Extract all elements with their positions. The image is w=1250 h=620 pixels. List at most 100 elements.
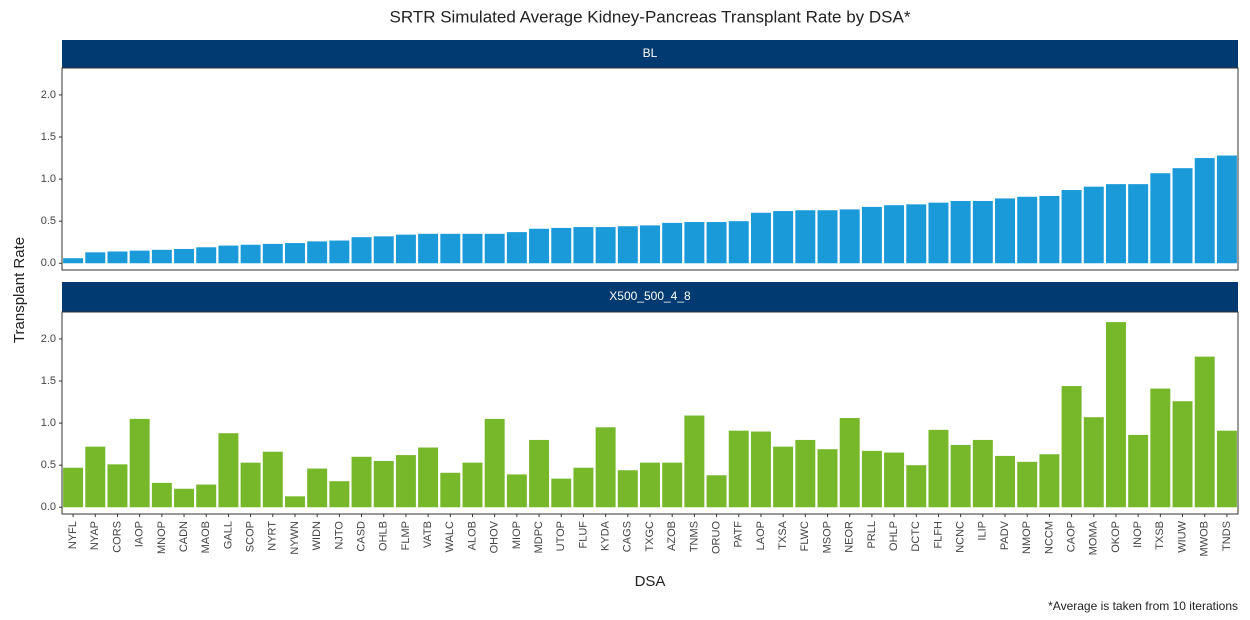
bar bbox=[484, 233, 505, 264]
bar bbox=[817, 449, 838, 508]
bar bbox=[839, 418, 860, 508]
x-tick-label: MDPC bbox=[533, 521, 545, 553]
bar bbox=[551, 478, 572, 508]
x-tick-label: PADV bbox=[999, 520, 1011, 550]
x-tick-label: ALOB bbox=[466, 521, 478, 550]
bar bbox=[218, 245, 239, 264]
bar bbox=[1061, 386, 1082, 508]
y-tick-label: 0.0 bbox=[41, 501, 56, 513]
bar bbox=[63, 467, 84, 508]
bar bbox=[85, 446, 106, 508]
strip bbox=[62, 282, 1238, 312]
bar bbox=[595, 227, 616, 264]
bar bbox=[1083, 186, 1104, 264]
strip bbox=[62, 40, 1238, 68]
bar bbox=[1105, 322, 1126, 508]
x-tick-label: GALL bbox=[222, 521, 234, 549]
x-tick-label: MAOB bbox=[200, 521, 212, 553]
bar bbox=[1216, 155, 1237, 264]
bar bbox=[950, 200, 971, 264]
strip-label: BL bbox=[643, 46, 658, 60]
y-tick-label: 0.5 bbox=[41, 459, 56, 471]
x-tick-label: DCTC bbox=[910, 521, 922, 552]
x-tick-label: CADN bbox=[178, 521, 190, 552]
bar bbox=[884, 452, 905, 508]
bar bbox=[107, 251, 128, 264]
x-tick-label: CAGS bbox=[622, 521, 634, 552]
bar bbox=[1128, 184, 1149, 264]
bar bbox=[950, 444, 971, 508]
bar bbox=[928, 202, 949, 264]
x-tick-label: MSOP bbox=[821, 521, 833, 553]
bar bbox=[174, 488, 195, 508]
bar bbox=[440, 233, 461, 264]
x-tick-label: TXGC bbox=[644, 521, 656, 552]
bar bbox=[906, 204, 927, 264]
y-tick-label: 1.0 bbox=[41, 417, 56, 429]
bar bbox=[573, 467, 594, 508]
x-tick-label: NMOP bbox=[1021, 521, 1033, 554]
x-tick-label: IAOP bbox=[134, 521, 146, 547]
footnote: *Average is taken from 10 iterations bbox=[1048, 599, 1238, 613]
x-tick-label: MIOP bbox=[511, 521, 523, 549]
bar bbox=[218, 433, 239, 508]
x-tick-label: TNMS bbox=[688, 521, 700, 552]
x-tick-label: NYRT bbox=[267, 521, 279, 551]
x-tick-label: TXSB bbox=[1154, 521, 1166, 550]
bar bbox=[307, 241, 328, 264]
bar bbox=[706, 222, 727, 264]
bar bbox=[529, 228, 550, 264]
x-tick-label: ORUO bbox=[710, 521, 722, 554]
bar bbox=[1128, 434, 1149, 508]
bar bbox=[85, 252, 106, 264]
bar bbox=[817, 210, 838, 264]
bar bbox=[395, 234, 416, 264]
bar bbox=[129, 418, 150, 508]
x-tick-label: TXSA bbox=[777, 520, 789, 549]
bar bbox=[1150, 388, 1171, 508]
x-tick-label: MWOB bbox=[1199, 521, 1211, 556]
bar bbox=[440, 472, 461, 508]
strip-label: X500_500_4_8 bbox=[609, 289, 691, 303]
x-tick-label: MOMA bbox=[1088, 520, 1100, 555]
x-tick-label: NCCM bbox=[1043, 521, 1055, 554]
bar bbox=[884, 205, 905, 264]
bar bbox=[728, 221, 749, 264]
bar bbox=[706, 475, 727, 508]
x-tick-label: WIDN bbox=[311, 521, 323, 550]
bar bbox=[307, 468, 328, 508]
bar bbox=[151, 249, 172, 264]
x-tick-label: MNOP bbox=[156, 521, 168, 554]
bar bbox=[262, 243, 283, 264]
bar bbox=[773, 446, 794, 508]
bar bbox=[1150, 173, 1171, 264]
bar bbox=[1194, 356, 1215, 508]
bar bbox=[906, 465, 927, 508]
x-tick-label: KYDA bbox=[600, 520, 612, 551]
bar bbox=[640, 462, 660, 508]
y-tick-label: 1.5 bbox=[41, 375, 56, 387]
bar bbox=[284, 243, 305, 264]
bar bbox=[1017, 196, 1038, 264]
bar bbox=[529, 439, 550, 508]
bar bbox=[1061, 190, 1082, 264]
x-tick-label: NYAP bbox=[89, 521, 101, 550]
y-axis-label: Transplant Rate bbox=[11, 237, 28, 343]
bar bbox=[1039, 454, 1060, 508]
bar bbox=[750, 212, 771, 264]
bar bbox=[395, 455, 416, 508]
bar bbox=[1216, 430, 1237, 508]
bar bbox=[418, 447, 439, 508]
y-tick-label: 2.0 bbox=[41, 333, 56, 345]
bar bbox=[595, 427, 616, 508]
x-tick-label: FLUF bbox=[577, 521, 589, 549]
bar bbox=[972, 439, 993, 508]
bar bbox=[995, 198, 1016, 264]
bar bbox=[728, 430, 749, 508]
bar bbox=[662, 462, 683, 508]
x-tick-label: FLFH bbox=[932, 521, 944, 549]
x-tick-label: AZOB bbox=[666, 521, 678, 551]
bar bbox=[196, 484, 217, 508]
